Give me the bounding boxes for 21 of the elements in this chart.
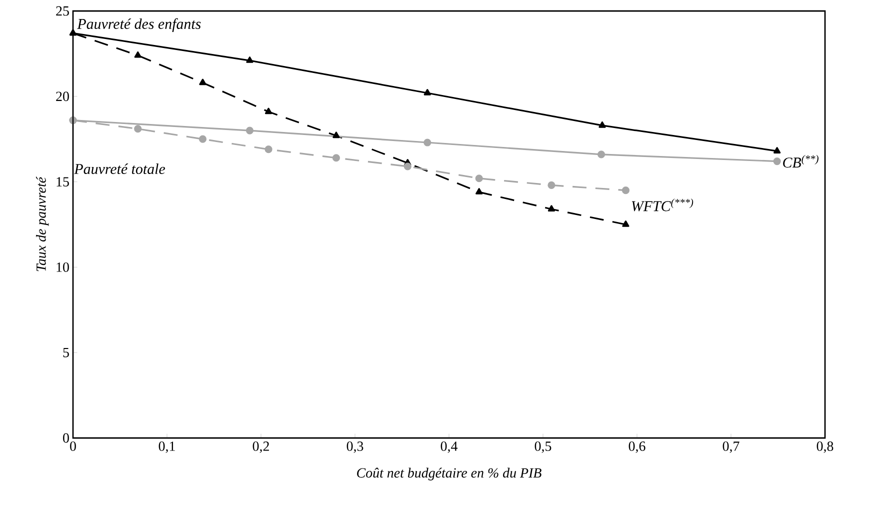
y-tick-label: 5 [63,348,69,358]
x-tick-label: 0,1 [158,442,175,453]
x-tick-label: 0,4 [440,442,458,453]
x-axis-title: Coût net budgétaire en % du PIB [357,468,542,480]
y-axis-title: Taux de pauvreté [36,176,49,272]
x-tick-label: 0,7 [722,442,740,453]
y-tick-label: 0 [63,433,69,443]
x-tick-label: 0,5 [534,442,552,453]
x-tick-label: 0 [70,442,76,451]
x-tick-label: 0,6 [628,442,646,453]
y-tick-label: 10 [56,262,69,272]
y-tick-label: 15 [56,177,69,186]
y-tick-label: 25 [56,6,69,16]
annotation: WFTC$^{(***)}$ [632,198,694,212]
x-tick-label: 0,2 [252,442,269,453]
x-tick-label: 0,8 [816,442,834,453]
x-tick-label: 0,3 [346,442,364,453]
annotation: Pauvreté des enfants [77,18,201,32]
y-tick-label: 20 [56,92,69,102]
annotation: CB$^{(**)}$ [783,155,818,168]
annotation: Pauvreté totale [74,164,166,174]
